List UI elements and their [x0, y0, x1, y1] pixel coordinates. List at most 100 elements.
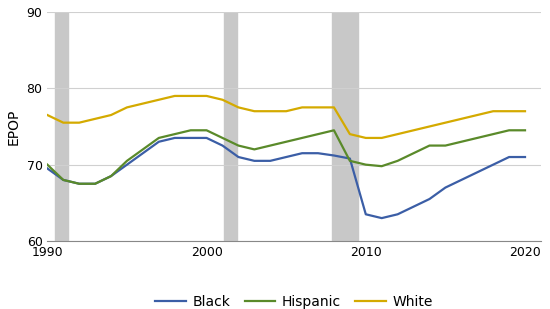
- White: [251, 109, 257, 113]
- Hispanic: [474, 136, 481, 140]
- Black: [124, 163, 130, 167]
- White: [426, 125, 433, 128]
- Hispanic: [108, 174, 114, 178]
- White: [188, 94, 194, 98]
- Black: [522, 155, 529, 159]
- White: [315, 106, 321, 109]
- White: [156, 98, 162, 102]
- White: [219, 98, 226, 102]
- Black: [394, 213, 401, 216]
- Hispanic: [394, 159, 401, 163]
- Hispanic: [410, 151, 417, 155]
- Hispanic: [522, 129, 529, 132]
- Black: [219, 144, 226, 147]
- White: [204, 94, 210, 98]
- White: [44, 113, 51, 117]
- Hispanic: [172, 132, 178, 136]
- Black: [156, 140, 162, 144]
- Black: [251, 159, 257, 163]
- Bar: [224, 12, 237, 241]
- Hispanic: [458, 140, 465, 144]
- Black: [60, 178, 67, 182]
- Hispanic: [378, 164, 385, 168]
- White: [442, 121, 449, 125]
- Black: [315, 151, 321, 155]
- Hispanic: [124, 159, 130, 163]
- Hispanic: [426, 144, 433, 147]
- White: [140, 102, 146, 105]
- Black: [506, 155, 513, 159]
- Hispanic: [315, 132, 321, 136]
- Black: [92, 182, 98, 186]
- White: [506, 109, 513, 113]
- White: [346, 132, 353, 136]
- Hispanic: [140, 147, 146, 151]
- Line: Black: Black: [47, 138, 525, 218]
- Hispanic: [188, 129, 194, 132]
- Line: Hispanic: Hispanic: [47, 130, 525, 184]
- White: [458, 117, 465, 121]
- Black: [267, 159, 273, 163]
- Hispanic: [156, 136, 162, 140]
- Bar: [56, 12, 68, 241]
- Black: [140, 151, 146, 155]
- Black: [426, 197, 433, 201]
- Hispanic: [442, 144, 449, 147]
- Black: [331, 154, 337, 157]
- White: [108, 113, 114, 117]
- Hispanic: [283, 140, 289, 144]
- Black: [346, 157, 353, 160]
- Line: White: White: [47, 96, 525, 138]
- Black: [362, 213, 369, 216]
- Bar: [332, 12, 358, 241]
- White: [235, 106, 241, 109]
- Y-axis label: EPOP: EPOP: [7, 108, 21, 145]
- White: [490, 109, 497, 113]
- Black: [378, 216, 385, 220]
- Black: [442, 186, 449, 189]
- Black: [474, 171, 481, 174]
- Black: [490, 163, 497, 167]
- Hispanic: [506, 129, 513, 132]
- White: [410, 129, 417, 132]
- Hispanic: [219, 136, 226, 140]
- Hispanic: [60, 178, 67, 182]
- Hispanic: [44, 163, 51, 167]
- Black: [299, 151, 305, 155]
- Hispanic: [490, 132, 497, 136]
- Hispanic: [76, 182, 82, 186]
- Legend: Black, Hispanic, White: Black, Hispanic, White: [150, 289, 438, 309]
- Black: [172, 136, 178, 140]
- White: [394, 132, 401, 136]
- Black: [76, 182, 82, 186]
- White: [378, 136, 385, 140]
- Hispanic: [267, 144, 273, 147]
- Hispanic: [331, 129, 337, 132]
- Hispanic: [204, 129, 210, 132]
- Hispanic: [299, 136, 305, 140]
- White: [76, 121, 82, 125]
- White: [474, 113, 481, 117]
- Black: [44, 167, 51, 170]
- White: [299, 106, 305, 109]
- Black: [108, 174, 114, 178]
- Black: [283, 155, 289, 159]
- White: [331, 106, 337, 109]
- White: [124, 106, 130, 109]
- Black: [410, 205, 417, 209]
- White: [172, 94, 178, 98]
- Hispanic: [251, 147, 257, 151]
- Hispanic: [362, 163, 369, 167]
- White: [283, 109, 289, 113]
- White: [267, 109, 273, 113]
- Hispanic: [92, 182, 98, 186]
- Hispanic: [346, 159, 353, 163]
- Black: [235, 155, 241, 159]
- Black: [188, 136, 194, 140]
- White: [60, 121, 67, 125]
- White: [362, 136, 369, 140]
- White: [522, 109, 529, 113]
- White: [92, 117, 98, 121]
- Black: [458, 178, 465, 182]
- Hispanic: [235, 144, 241, 147]
